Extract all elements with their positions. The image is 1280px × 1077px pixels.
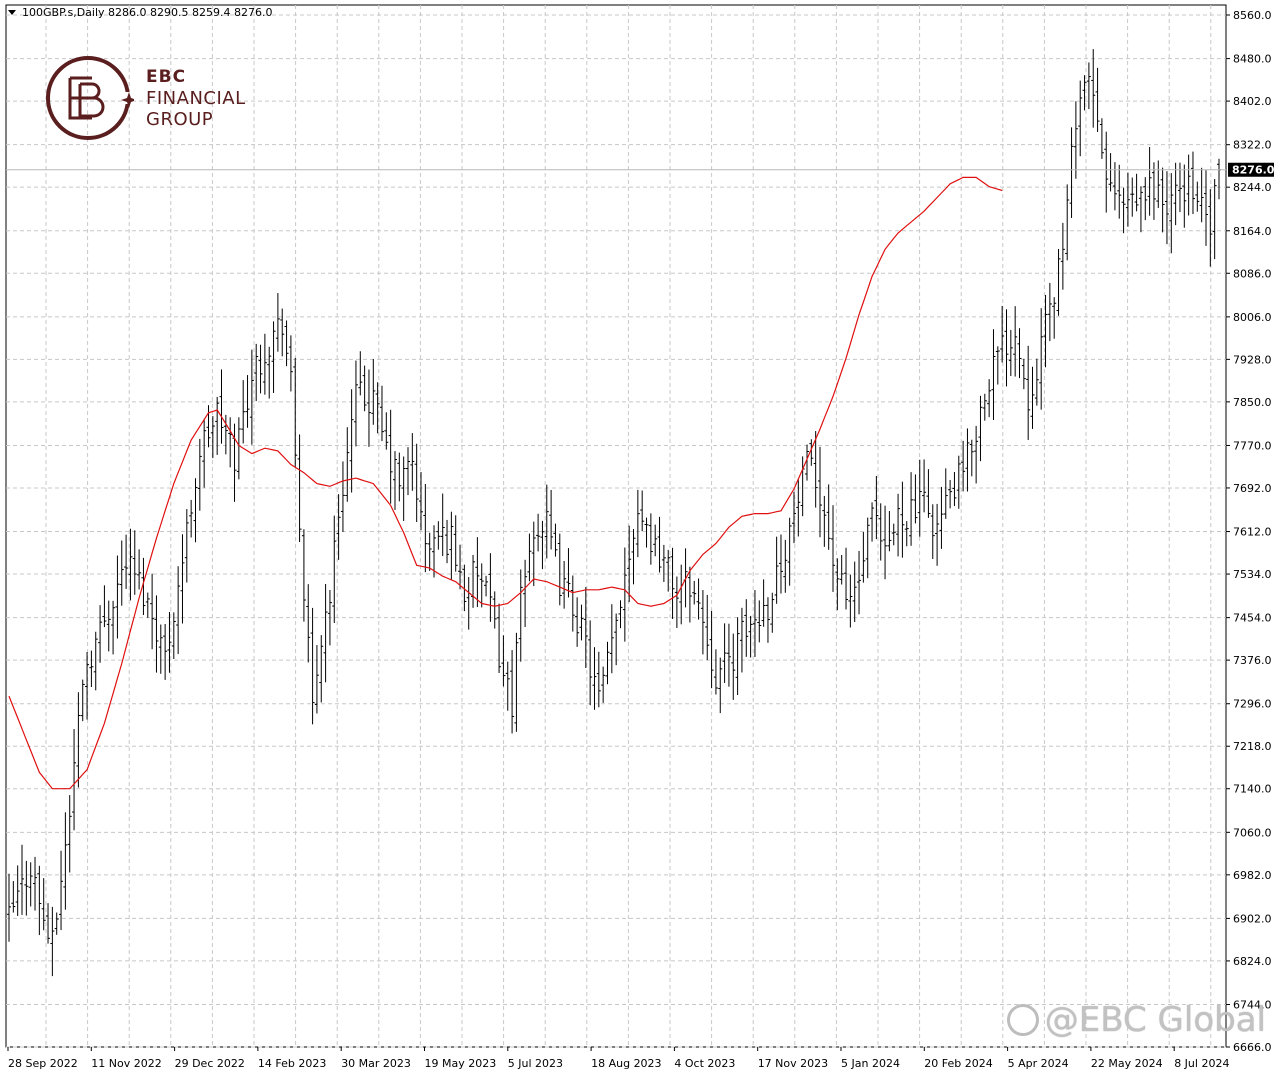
y-tick-label: 8480.0	[1233, 53, 1272, 66]
logo-line-group: GROUP	[146, 108, 214, 130]
y-tick-label: 6824.0	[1233, 955, 1272, 968]
y-tick-label: 7928.0	[1233, 353, 1272, 366]
watermark: @EBC Global	[1006, 1000, 1266, 1040]
x-tick-label: 30 Mar 2023	[341, 1057, 411, 1070]
x-tick-label: 11 Nov 2022	[91, 1057, 161, 1070]
watermark-icon	[1006, 1004, 1039, 1036]
y-tick-label: 7770.0	[1233, 439, 1272, 452]
current-price-label: 8276.0	[1232, 164, 1275, 177]
logo-text: EBC FINANCIAL GROUP	[146, 67, 246, 130]
x-tick-label: 8 Jul 2024	[1174, 1057, 1229, 1070]
y-tick-label: 7454.0	[1233, 612, 1272, 625]
x-tick-label: 5 Jul 2023	[508, 1057, 563, 1070]
y-tick-label: 6982.0	[1233, 869, 1272, 882]
x-tick-label: 22 May 2024	[1091, 1057, 1163, 1070]
y-tick-label: 8560.0	[1233, 9, 1272, 22]
y-tick-label: 7534.0	[1233, 568, 1272, 581]
y-tick-label: 8402.0	[1233, 95, 1272, 108]
plot-frame	[5, 4, 1227, 1048]
logo-line-ebc: EBC	[146, 66, 187, 87]
y-tick-label: 7140.0	[1233, 783, 1272, 796]
y-tick-label: 8086.0	[1233, 267, 1272, 280]
y-tick-label: 8244.0	[1233, 181, 1272, 194]
y-tick-label: 7692.0	[1233, 482, 1272, 495]
x-tick-label: 19 May 2023	[425, 1057, 497, 1070]
watermark-text: @EBC Global	[1044, 1000, 1266, 1040]
x-tick-label: 20 Feb 2024	[924, 1057, 992, 1070]
x-tick-label: 5 Apr 2024	[1008, 1057, 1069, 1070]
ebc-logo: EBC FINANCIAL GROUP	[46, 54, 246, 142]
y-tick-label: 7850.0	[1233, 396, 1272, 409]
x-tick-label: 18 Aug 2023	[591, 1057, 661, 1070]
ebc-logo-mark-icon	[46, 56, 134, 140]
current-price-tag	[1228, 162, 1274, 177]
y-tick-label: 8164.0	[1233, 225, 1272, 238]
y-tick-label: 7060.0	[1233, 826, 1272, 839]
y-tick-label: 7376.0	[1233, 654, 1272, 667]
x-tick-label: 5 Jan 2024	[841, 1057, 900, 1070]
x-tick-label: 17 Nov 2023	[758, 1057, 828, 1070]
x-tick-label: 29 Dec 2022	[175, 1057, 245, 1070]
y-tick-label: 6902.0	[1233, 912, 1272, 925]
x-tick-label: 14 Feb 2023	[258, 1057, 326, 1070]
y-tick-label: 7218.0	[1233, 740, 1272, 753]
logo-line-financial: FINANCIAL	[146, 87, 246, 109]
y-tick-label: 8006.0	[1233, 311, 1272, 324]
dropdown-triangle-icon[interactable]	[8, 10, 16, 15]
symbol-ohlc-text: 100GBP.s,Daily 8286.0 8290.5 8259.4 8276…	[22, 6, 273, 19]
x-tick-label: 4 Oct 2023	[674, 1057, 735, 1070]
y-tick-label: 7612.0	[1233, 526, 1272, 539]
y-tick-label: 6744.0	[1233, 998, 1272, 1011]
y-tick-label: 8322.0	[1233, 139, 1272, 152]
y-tick-label: 7296.0	[1233, 698, 1272, 711]
moving-average-line	[8, 176, 1003, 790]
x-tick-label: 28 Sep 2022	[8, 1057, 78, 1070]
y-tick-label: 6666.0	[1233, 1041, 1272, 1054]
symbol-info-bar[interactable]: 100GBP.s,Daily 8286.0 8290.5 8259.4 8276…	[8, 6, 273, 19]
